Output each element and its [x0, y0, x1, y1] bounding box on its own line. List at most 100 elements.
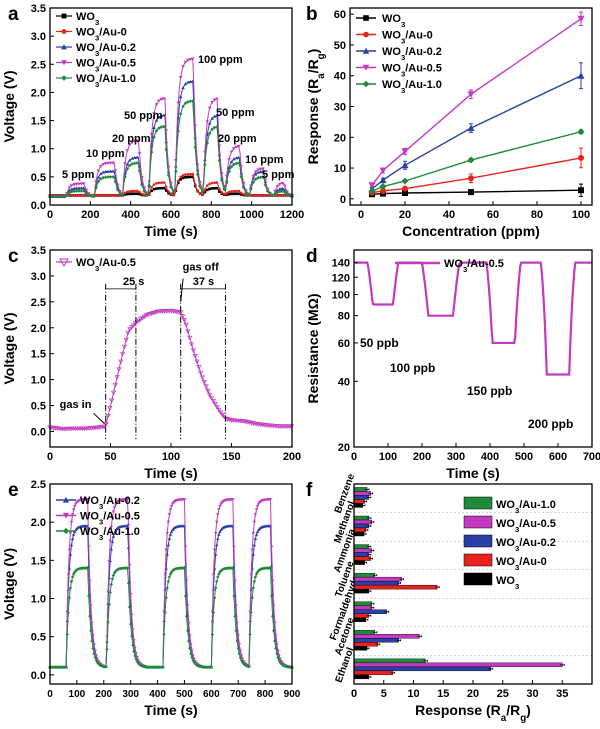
marker-circle [578, 154, 584, 161]
text-span: WO [76, 257, 95, 269]
marker-triangle [181, 85, 185, 90]
marker-diamond [188, 99, 193, 104]
marker-diamond [136, 661, 140, 665]
marker-circle [281, 194, 284, 197]
panel-label-a: a [8, 4, 19, 25]
marker-triangle-down [149, 132, 154, 137]
marker-triangle [112, 531, 117, 535]
marker-triangle [99, 172, 103, 176]
text-span: /Au-1.0 [405, 79, 442, 91]
bar-WO3 [353, 674, 370, 680]
bar-Au10 [353, 601, 373, 606]
marker-triangle-down [126, 523, 131, 527]
marker-square [189, 175, 192, 179]
marker-diamond [235, 639, 239, 643]
x-tick-label: 700 [230, 689, 247, 700]
marker-diamond [159, 125, 164, 129]
marker-diamond [200, 190, 205, 194]
marker-triangle [113, 528, 118, 532]
marker-triangle [275, 188, 280, 192]
x-tick-label: 35 [556, 688, 568, 700]
legend-label: WO3/Au-1.0 [76, 73, 136, 89]
marker-triangle-down [96, 660, 101, 663]
marker-diamond [268, 566, 273, 570]
marker-diamond [73, 570, 77, 574]
y-tick-label: 2.0 [31, 517, 46, 529]
marker-diamond [273, 192, 277, 197]
marker-triangle-down [111, 510, 116, 514]
y-axis-title: Resistance (MΩ) [305, 293, 321, 403]
marker-diamond [248, 632, 252, 637]
marker-diamond [91, 194, 96, 199]
bar-Au10 [353, 630, 376, 635]
marker-circle [256, 194, 260, 197]
marker-triangle-down [251, 174, 256, 178]
marker-triangle-down [216, 513, 220, 517]
x-axis-title: Response (Ra/Rg) [415, 702, 531, 724]
marker-diamond [96, 661, 101, 666]
marker-diamond [110, 577, 115, 581]
marker-circle [276, 194, 279, 197]
marker-circle [184, 173, 187, 176]
panel-label-b: b [306, 4, 318, 25]
annotation-ppm: 10 ppm [245, 154, 284, 166]
marker-triangle-down [157, 99, 161, 103]
text-span: /Au-0.2 [519, 537, 556, 549]
marker-diamond [107, 602, 111, 607]
marker-diamond [266, 189, 270, 194]
text-span: WO [496, 518, 515, 530]
marker-triangle-down [362, 64, 370, 71]
marker-circle [283, 194, 287, 197]
arrow-gas-off [180, 278, 184, 302]
marker-triangle [215, 543, 219, 547]
x-tick-label: 20 [399, 209, 411, 221]
marker-diamond [278, 189, 282, 194]
marker-circle [162, 181, 166, 184]
legend-swatch [463, 534, 493, 548]
text-span: /Au-0.5 [467, 258, 504, 270]
marker-circle [189, 172, 192, 176]
bar-Au10 [353, 544, 370, 549]
marker-triangle-down [138, 317, 144, 322]
marker-diamond [111, 573, 116, 578]
marker-diamond [276, 655, 280, 660]
text-span: WO [382, 79, 401, 91]
marker-diamond [184, 614, 189, 618]
marker-circle [152, 183, 156, 186]
y-tick-label: 3.0 [31, 31, 46, 43]
y-tick-label: 100 [332, 290, 350, 302]
marker-triangle-down [116, 367, 122, 372]
marker-triangle [280, 186, 285, 190]
marker-diamond [240, 660, 245, 664]
marker-triangle-down [61, 60, 67, 66]
marker-triangle-down [235, 621, 239, 625]
marker-diamond [137, 662, 141, 666]
x-tick-label: 150 [222, 451, 240, 463]
subscript: a [501, 713, 507, 724]
marker-triangle-down [77, 182, 81, 186]
marker-diamond [255, 570, 260, 574]
legend-label: WO3/Au-0 [382, 30, 433, 46]
annotation-ppb: 150 ppb [467, 384, 512, 398]
annotation-ppm: 50 ppm [216, 107, 255, 119]
marker-triangle [379, 176, 387, 184]
marker-circle [176, 179, 180, 183]
marker-circle [181, 173, 185, 177]
bar-Au02 [353, 638, 399, 643]
x-tick-label: 50 [104, 451, 116, 463]
legend-label: WO3 [382, 13, 405, 29]
marker-triangle-down [193, 660, 197, 663]
marker-triangle [70, 537, 75, 540]
marker-circle [126, 190, 129, 194]
legend-marker [59, 258, 69, 268]
marker-circle [140, 192, 144, 196]
marker-triangle-down [99, 164, 103, 169]
marker-diamond [69, 579, 74, 584]
marker-triangle-down [253, 513, 258, 517]
marker-triangle-down [218, 410, 224, 415]
marker-triangle-down [280, 181, 285, 185]
marker-diamond [198, 184, 202, 189]
marker-triangle-down [185, 604, 190, 608]
marker-triangle [167, 537, 172, 540]
